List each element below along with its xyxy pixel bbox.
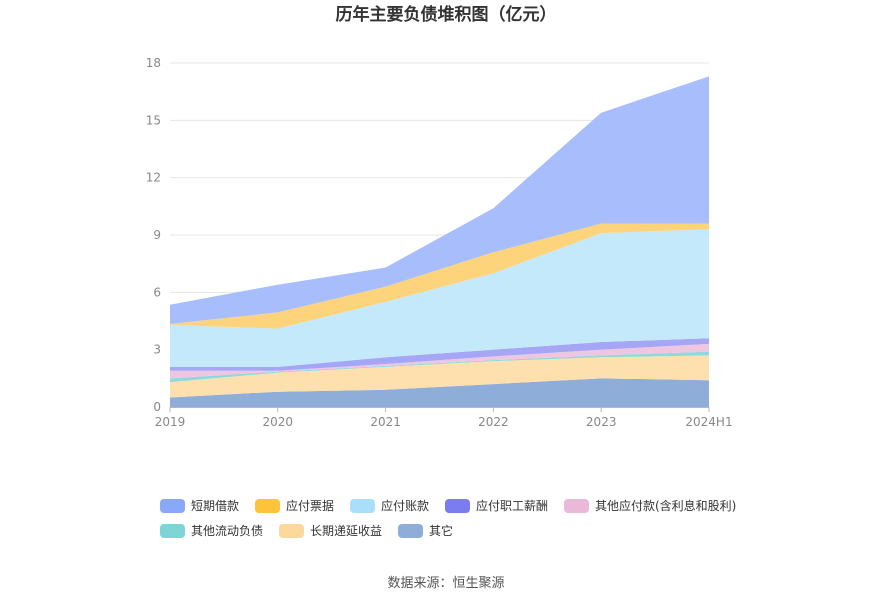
legend-label[interactable]: 其它: [429, 523, 453, 538]
legend-swatch[interactable]: [279, 524, 304, 538]
y-tick-label: 3: [153, 343, 161, 357]
area-series-6: [170, 223, 709, 329]
legend-label[interactable]: 应付账款: [381, 498, 429, 513]
x-tick-label: 2022: [478, 415, 509, 429]
y-tick-label: 9: [153, 228, 161, 242]
legend-label[interactable]: 应付职工薪酬: [476, 498, 548, 513]
y-tick-label: 0: [153, 400, 161, 414]
data-source: 数据来源：恒生聚源: [387, 576, 504, 591]
legend-label[interactable]: 其他流动负债: [191, 524, 263, 538]
y-tick-label: 6: [153, 285, 161, 299]
x-tick-label: 2020: [263, 415, 294, 429]
axes: 0 3 6 9 12 15 18 2019 2020 2021 2022 2023 2024H1: [146, 56, 733, 429]
legend-label[interactable]: 短期借款: [191, 499, 239, 513]
y-tick-label: 18: [146, 56, 161, 70]
legend-swatch[interactable]: [255, 499, 280, 513]
x-tick-label: 2021: [370, 415, 401, 429]
area-series-7: [170, 76, 709, 324]
area-series-4: [170, 338, 709, 371]
legend-label[interactable]: 其他应付款(含利息和股利): [595, 498, 736, 513]
x-tick-label: 2023: [586, 415, 617, 429]
area-series-1: [170, 355, 709, 398]
legend-swatch[interactable]: [398, 524, 423, 538]
legend: 短期借款 应付票据 应付账款 应付职工薪酬 其他应付款(含利息和股利) 其他流动负债 长期递…: [160, 498, 736, 538]
legend-swatch[interactable]: [445, 499, 470, 513]
legend-swatch[interactable]: [564, 499, 589, 513]
area-series-2: [170, 351, 709, 383]
area-series-3: [170, 343, 709, 379]
area-series-0: [170, 378, 709, 407]
x-tick-label: 2024H1: [685, 415, 732, 429]
area-series-5: [170, 229, 709, 367]
chart-title: 历年主要负债堆积图（亿元）: [336, 4, 557, 25]
legend-swatch[interactable]: [160, 499, 185, 513]
legend-label[interactable]: 长期递延收益: [310, 524, 382, 538]
y-tick-label: 12: [146, 171, 161, 185]
legend-swatch[interactable]: [350, 499, 375, 513]
legend-swatch[interactable]: [160, 524, 185, 538]
legend-label[interactable]: 应付票据: [286, 498, 334, 513]
y-tick-label: 15: [146, 113, 161, 127]
plot-area: [170, 76, 709, 407]
x-tick-label: 2019: [155, 415, 186, 429]
